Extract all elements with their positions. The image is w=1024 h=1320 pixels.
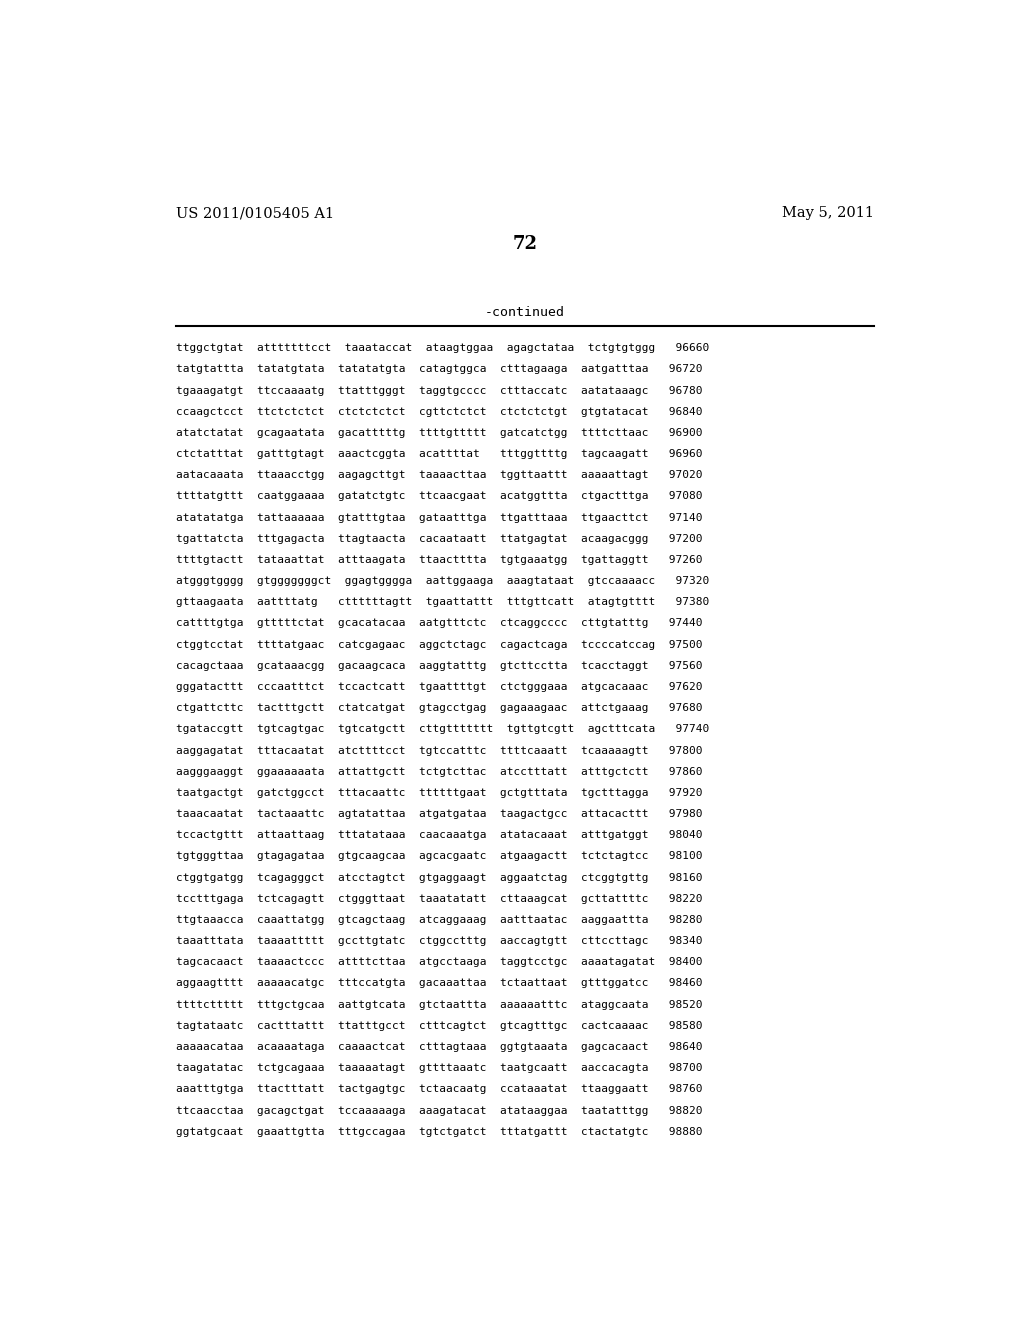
Text: ctctatttat  gatttgtagt  aaactcggta  acattttat   tttggttttg  tagcaagatt   96960: ctctatttat gatttgtagt aaactcggta acatttt… <box>176 449 702 459</box>
Text: tgataccgtt  tgtcagtgac  tgtcatgctt  cttgttttttt  tgttgtcgtt  agctttcata   97740: tgataccgtt tgtcagtgac tgtcatgctt cttgttt… <box>176 725 710 734</box>
Text: tcctttgaga  tctcagagtt  ctgggttaat  taaatatatt  cttaaagcat  gcttattttc   98220: tcctttgaga tctcagagtt ctgggttaat taaatat… <box>176 894 702 904</box>
Text: tatgtattta  tatatgtata  tatatatgta  catagtggca  ctttagaaga  aatgatttaa   96720: tatgtattta tatatgtata tatatatgta catagtg… <box>176 364 702 375</box>
Text: ttgtaaacca  caaattatgg  gtcagctaag  atcaggaaag  aatttaatac  aaggaattta   98280: ttgtaaacca caaattatgg gtcagctaag atcagga… <box>176 915 702 925</box>
Text: ttttatgttt  caatggaaaa  gatatctgtc  ttcaacgaat  acatggttta  ctgactttga   97080: ttttatgttt caatggaaaa gatatctgtc ttcaacg… <box>176 491 702 502</box>
Text: aagggaaggt  ggaaaaaata  attattgctt  tctgtcttac  atcctttatt  atttgctctt   97860: aagggaaggt ggaaaaaata attattgctt tctgtct… <box>176 767 702 776</box>
Text: gggatacttt  cccaatttct  tccactcatt  tgaattttgt  ctctgggaaa  atgcacaaac   97620: gggatacttt cccaatttct tccactcatt tgaattt… <box>176 682 702 692</box>
Text: tgaaagatgt  ttccaaaatg  ttatttgggt  taggtgcccc  ctttaccatc  aatataaagc   96780: tgaaagatgt ttccaaaatg ttatttgggt taggtgc… <box>176 385 702 396</box>
Text: tgtgggttaa  gtagagataa  gtgcaagcaa  agcacgaatc  atgaagactt  tctctagtcc   98100: tgtgggttaa gtagagataa gtgcaagcaa agcacga… <box>176 851 702 862</box>
Text: ttcaacctaa  gacagctgat  tccaaaaaga  aaagatacat  atataaggaa  taatatttgg   98820: ttcaacctaa gacagctgat tccaaaaaga aaagata… <box>176 1106 702 1115</box>
Text: ttttgtactt  tataaattat  atttaagata  ttaactttta  tgtgaaatgg  tgattaggtt   97260: ttttgtactt tataaattat atttaagata ttaactt… <box>176 554 702 565</box>
Text: gttaagaata  aattttatg   cttttttagtt  tgaattattt  tttgttcatt  atagtgtttt   97380: gttaagaata aattttatg cttttttagtt tgaatta… <box>176 598 710 607</box>
Text: atatctatat  gcagaatata  gacatttttg  ttttgttttt  gatcatctgg  ttttcttaac   96900: atatctatat gcagaatata gacatttttg ttttgtt… <box>176 428 702 438</box>
Text: ccaagctcct  ttctctctct  ctctctctct  cgttctctct  ctctctctgt  gtgtatacat   96840: ccaagctcct ttctctctct ctctctctct cgttctc… <box>176 407 702 417</box>
Text: ggtatgcaat  gaaattgtta  tttgccagaa  tgtctgatct  tttatgattt  ctactatgtc   98880: ggtatgcaat gaaattgtta tttgccagaa tgtctga… <box>176 1127 702 1137</box>
Text: ttggctgtat  atttttttcct  taaataccat  ataagtggaa  agagctataa  tctgtgtggg   96660: ttggctgtat atttttttcct taaataccat ataagt… <box>176 343 710 354</box>
Text: ctggtgatgg  tcagagggct  atcctagtct  gtgaggaagt  aggaatctag  ctcggtgttg   98160: ctggtgatgg tcagagggct atcctagtct gtgagga… <box>176 873 702 883</box>
Text: aaaaacataa  acaaaataga  caaaactcat  ctttagtaaa  ggtgtaaata  gagcacaact   98640: aaaaacataa acaaaataga caaaactcat ctttagt… <box>176 1041 702 1052</box>
Text: tagcacaact  taaaactccc  attttcttaa  atgcctaaga  taggtcctgc  aaaatagatat  98400: tagcacaact taaaactccc attttcttaa atgccta… <box>176 957 702 968</box>
Text: May 5, 2011: May 5, 2011 <box>781 206 873 220</box>
Text: tagtataatc  cactttattt  ttatttgcct  ctttcagtct  gtcagtttgc  cactcaaaac   98580: tagtataatc cactttattt ttatttgcct ctttcag… <box>176 1020 702 1031</box>
Text: tccactgttt  attaattaag  tttatataaa  caacaaatga  atatacaaat  atttgatggt   98040: tccactgttt attaattaag tttatataaa caacaaa… <box>176 830 702 841</box>
Text: aggaagtttt  aaaaacatgc  tttccatgta  gacaaattaa  tctaattaat  gtttggatcc   98460: aggaagtttt aaaaacatgc tttccatgta gacaaat… <box>176 978 702 989</box>
Text: ctgattcttc  tactttgctt  ctatcatgat  gtagcctgag  gagaaagaac  attctgaaag   97680: ctgattcttc tactttgctt ctatcatgat gtagcct… <box>176 704 702 713</box>
Text: ctggtcctat  ttttatgaac  catcgagaac  aggctctagc  cagactcaga  tccccatccag  97500: ctggtcctat ttttatgaac catcgagaac aggctct… <box>176 640 702 649</box>
Text: ttttcttttt  tttgctgcaa  aattgtcata  gtctaattta  aaaaaatttc  ataggcaata   98520: ttttcttttt tttgctgcaa aattgtcata gtctaat… <box>176 999 702 1010</box>
Text: atgggtgggg  gtgggggggct  ggagtgggga  aattggaaga  aaagtataat  gtccaaaacc   97320: atgggtgggg gtgggggggct ggagtgggga aattgg… <box>176 576 710 586</box>
Text: 72: 72 <box>512 235 538 253</box>
Text: taatgactgt  gatctggcct  tttacaattc  ttttttgaat  gctgtttata  tgctttagga   97920: taatgactgt gatctggcct tttacaattc ttttttg… <box>176 788 702 797</box>
Text: taaatttata  taaaattttt  gccttgtatc  ctggcctttg  aaccagtgtt  cttccttagc   98340: taaatttata taaaattttt gccttgtatc ctggcct… <box>176 936 702 946</box>
Text: -continued: -continued <box>484 306 565 319</box>
Text: cacagctaaa  gcataaacgg  gacaagcaca  aaggtatttg  gtcttcctta  tcacctaggt   97560: cacagctaaa gcataaacgg gacaagcaca aaggtat… <box>176 661 702 671</box>
Text: cattttgtga  gtttttctat  gcacatacaa  aatgtttctc  ctcaggcccc  cttgtatttg   97440: cattttgtga gtttttctat gcacatacaa aatgttt… <box>176 619 702 628</box>
Text: taagatatac  tctgcagaaa  taaaaatagt  gttttaaatc  taatgcaatt  aaccacagta   98700: taagatatac tctgcagaaa taaaaatagt gttttaa… <box>176 1063 702 1073</box>
Text: US 2011/0105405 A1: US 2011/0105405 A1 <box>176 206 334 220</box>
Text: aaatttgtga  ttactttatt  tactgagtgc  tctaacaatg  ccataaatat  ttaaggaatt   98760: aaatttgtga ttactttatt tactgagtgc tctaaca… <box>176 1084 702 1094</box>
Text: tgattatcta  tttgagacta  ttagtaacta  cacaataatt  ttatgagtat  acaagacggg   97200: tgattatcta tttgagacta ttagtaacta cacaata… <box>176 533 702 544</box>
Text: aaggagatat  tttacaatat  atcttttcct  tgtccatttc  ttttcaaatt  tcaaaaagtt   97800: aaggagatat tttacaatat atcttttcct tgtccat… <box>176 746 702 755</box>
Text: aatacaaata  ttaaacctgg  aagagcttgt  taaaacttaa  tggttaattt  aaaaattagt   97020: aatacaaata ttaaacctgg aagagcttgt taaaact… <box>176 470 702 480</box>
Text: taaacaatat  tactaaattc  agtatattaa  atgatgataa  taagactgcc  attacacttt   97980: taaacaatat tactaaattc agtatattaa atgatga… <box>176 809 702 818</box>
Text: atatatatga  tattaaaaaa  gtatttgtaa  gataatttga  ttgatttaaa  ttgaacttct   97140: atatatatga tattaaaaaa gtatttgtaa gataatt… <box>176 512 702 523</box>
